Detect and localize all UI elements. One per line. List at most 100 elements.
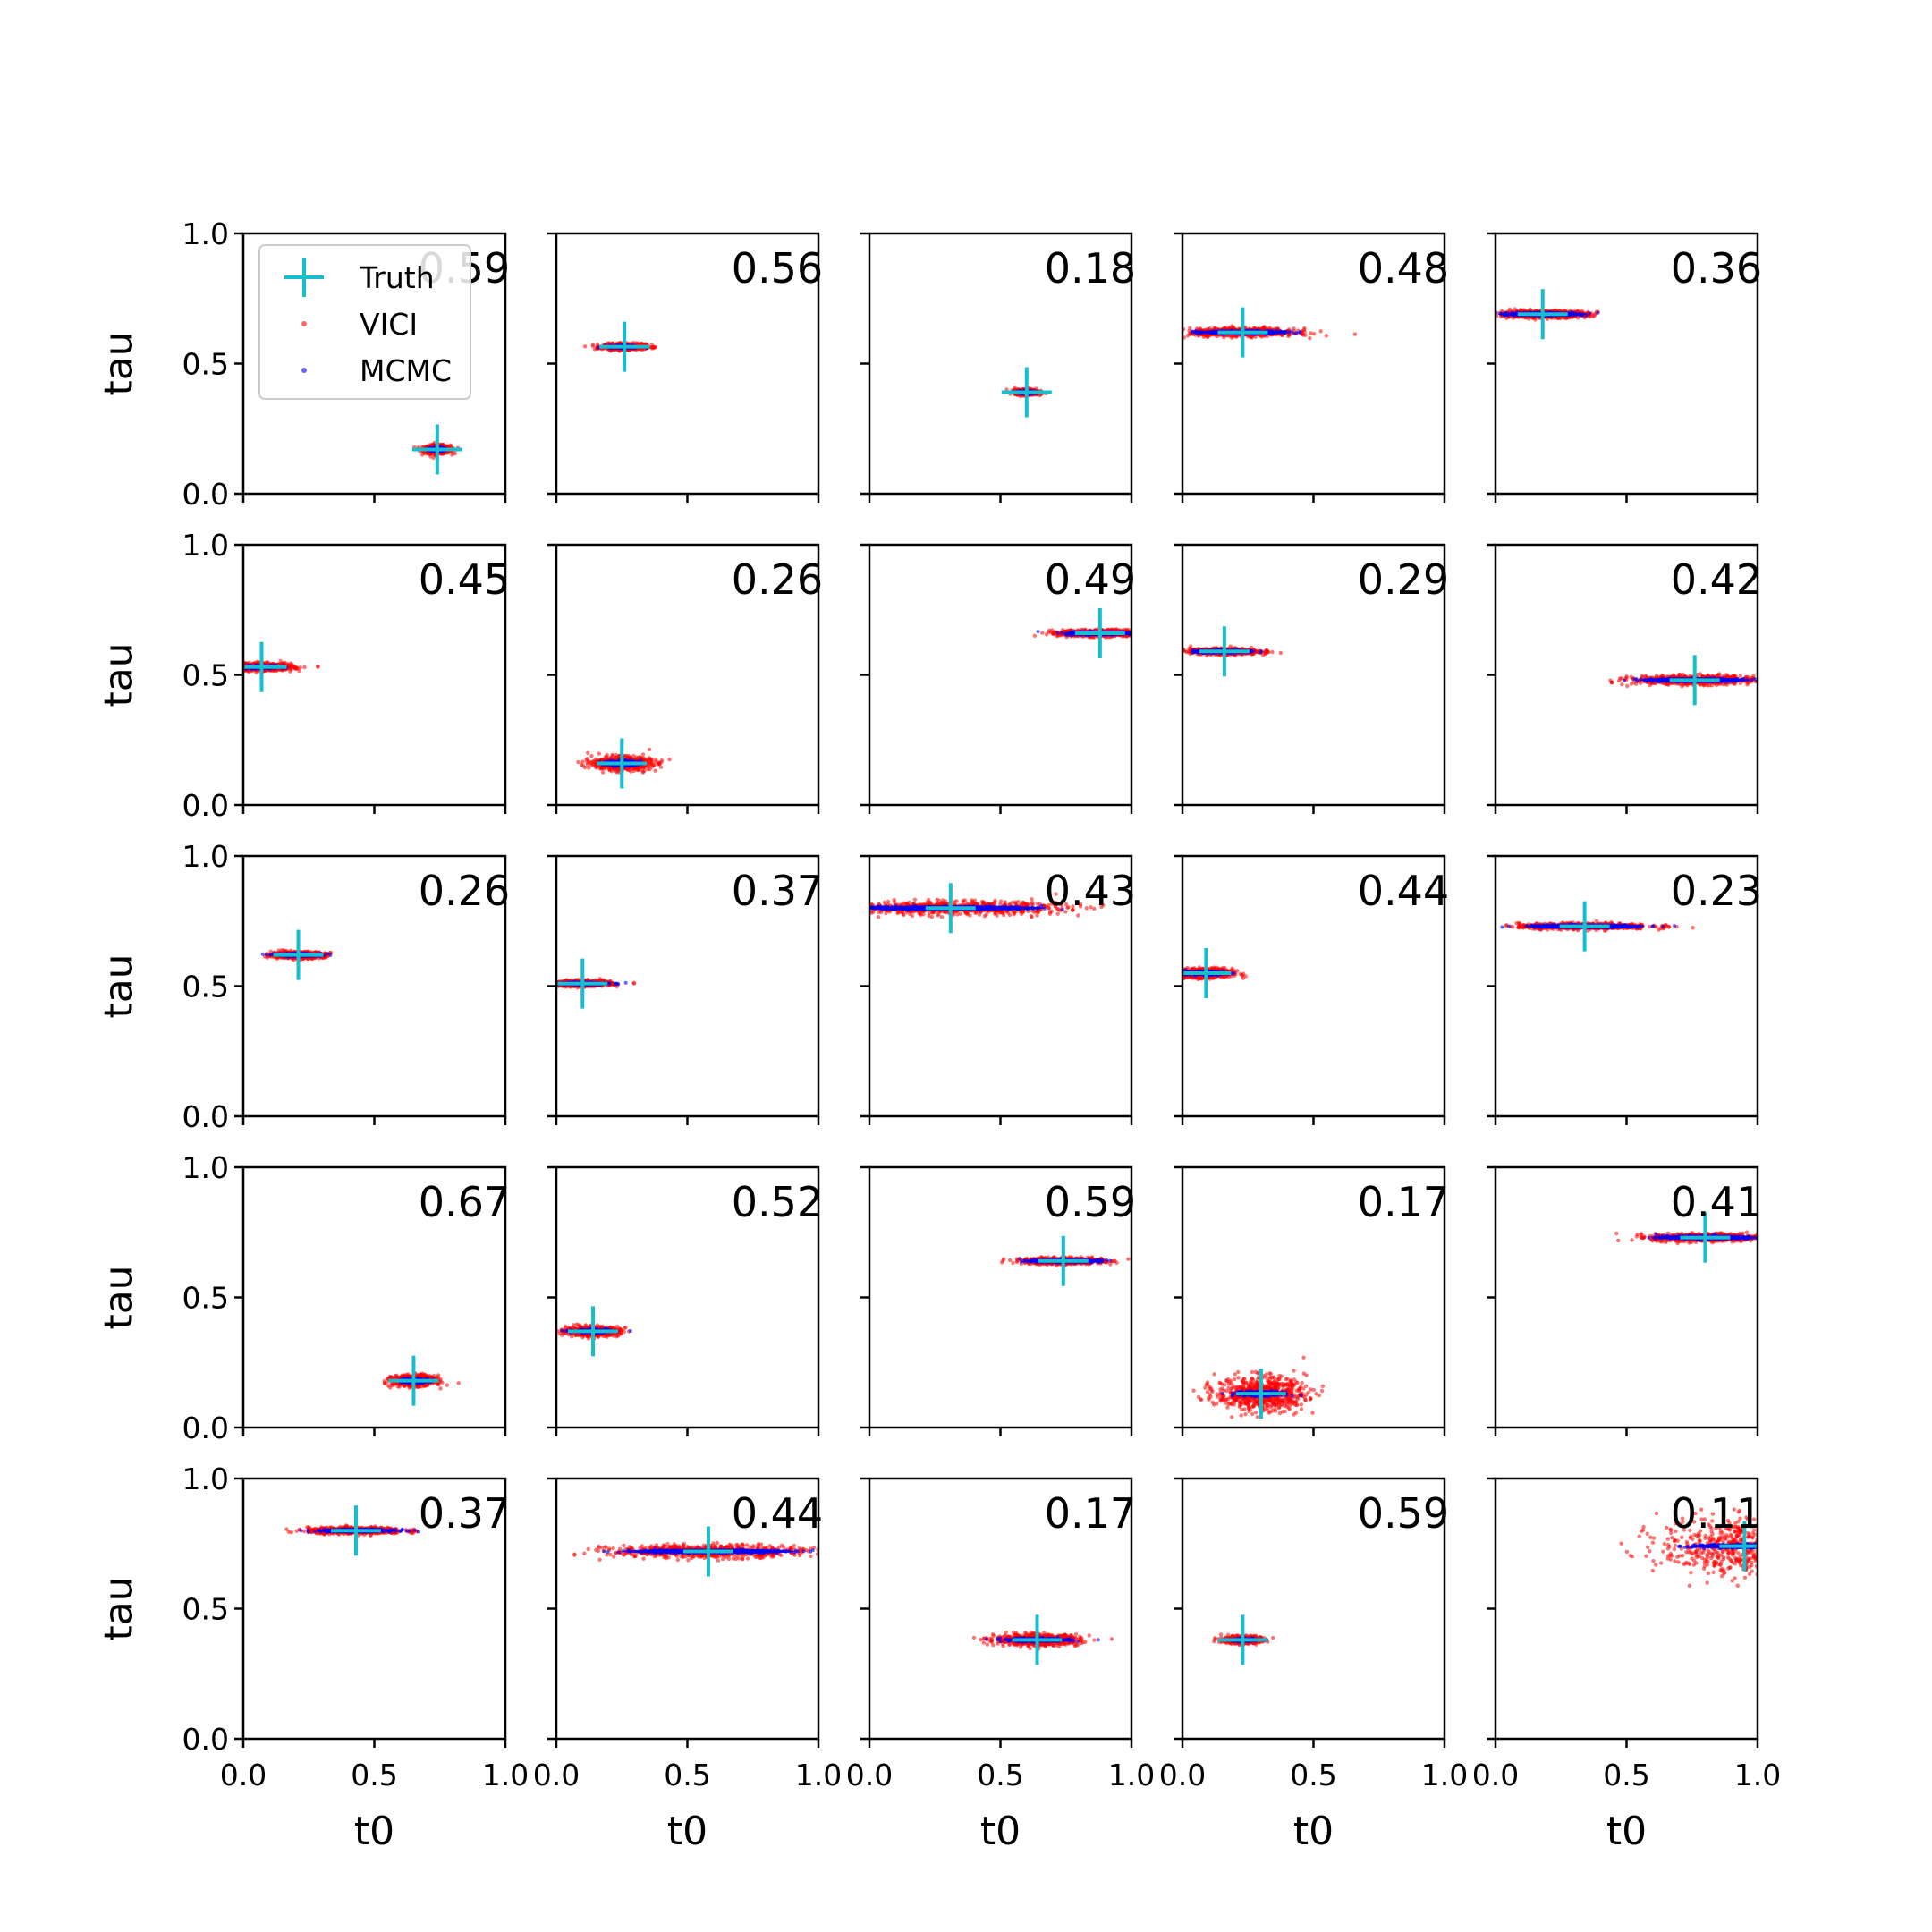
vici-point — [232, 664, 235, 667]
vici-point — [302, 665, 307, 670]
vici-point — [1309, 331, 1313, 335]
mcmc-point — [1575, 312, 1580, 317]
vici-point — [1558, 316, 1563, 320]
mcmc-point — [1200, 329, 1204, 334]
vici-point — [1318, 329, 1323, 334]
vici-point — [1487, 311, 1490, 315]
vici-point — [1504, 316, 1509, 320]
vici-point — [236, 666, 240, 670]
mcmc-point — [1194, 331, 1199, 335]
y-tick-label: 1.0 — [182, 216, 229, 251]
panels-layer: 0.590.00.51.0tau0.560.180.480.360.450.00… — [96, 216, 1781, 1854]
vici-point — [1484, 313, 1487, 317]
vici-point — [1187, 328, 1191, 333]
mcmc-point — [1510, 312, 1514, 317]
vici-point — [643, 342, 648, 346]
vici-point — [278, 658, 283, 664]
panel-points — [1167, 307, 1358, 358]
vici-point — [1178, 335, 1182, 338]
vici-point — [236, 665, 240, 669]
vici-point — [1168, 332, 1172, 335]
vici-point — [1212, 326, 1217, 331]
vici-point — [238, 663, 242, 666]
mcmc-point — [597, 345, 600, 350]
mcmc-point — [1294, 331, 1299, 335]
vici-point — [235, 665, 239, 669]
mcmc-point — [1499, 312, 1504, 316]
panel-points — [230, 641, 320, 692]
vici-point — [1167, 331, 1171, 335]
vici-point — [236, 666, 240, 670]
vici-point — [1177, 329, 1181, 333]
vici-point — [234, 665, 238, 669]
mcmc-point — [1579, 313, 1583, 318]
vici-point — [236, 665, 240, 668]
mcmc-point — [1210, 331, 1215, 335]
mcmc-point — [1488, 314, 1492, 318]
mcmc-point — [1572, 312, 1576, 317]
panel-points — [1001, 367, 1052, 418]
vici-point — [595, 342, 600, 347]
mcmc-point — [1584, 313, 1589, 318]
vici-point — [235, 665, 239, 669]
vici-point — [1176, 329, 1180, 333]
vici-point — [1004, 387, 1009, 392]
vici-point — [231, 664, 234, 667]
panel-points — [582, 321, 658, 372]
panel-annotation: 0.18 — [1045, 244, 1136, 292]
vici-point — [237, 666, 241, 670]
vici-point — [1308, 336, 1312, 341]
y-axis-label: tau — [96, 331, 141, 395]
mcmc-point — [1278, 329, 1283, 334]
vici-point — [238, 663, 242, 666]
mcmc-point — [1267, 330, 1272, 335]
vici-point — [235, 662, 239, 665]
vici-point — [582, 344, 588, 349]
vici-point — [233, 668, 237, 672]
mcmc-point — [1197, 329, 1201, 334]
vici-point — [1533, 318, 1538, 322]
vici-point — [239, 665, 242, 669]
vici-point — [1169, 333, 1173, 336]
vici-point — [1324, 334, 1329, 338]
vici-point — [1489, 314, 1493, 318]
y-tick-label: 0.5 — [182, 347, 229, 382]
vici-point — [230, 665, 233, 668]
vici-point — [448, 443, 453, 447]
panel-2: 0.56 — [547, 232, 823, 503]
panel-points — [1484, 289, 1600, 340]
mcmc-point — [1275, 328, 1279, 333]
vici-point — [1226, 334, 1232, 338]
mcmc-point — [1484, 313, 1487, 317]
vici-point — [1312, 332, 1317, 336]
mcmc-point — [1271, 330, 1275, 335]
mcmc-point — [1190, 330, 1194, 335]
y-tick-label: 0.0 — [182, 477, 229, 512]
panel-annotation: 0.56 — [732, 244, 823, 292]
mcmc-point — [1596, 310, 1600, 315]
mcmc-point — [1286, 330, 1291, 335]
panel-5: 0.36 — [1484, 232, 1762, 503]
vici-point — [1576, 309, 1580, 314]
panel-annotation: 0.36 — [1671, 244, 1762, 292]
vici-point — [231, 664, 234, 667]
vici-point — [239, 665, 242, 668]
vici-point — [234, 665, 238, 669]
vici-point — [590, 343, 596, 347]
panel-points — [411, 424, 462, 475]
mcmc-point — [1568, 311, 1572, 316]
panel-4: 0.48 — [1167, 232, 1449, 503]
mcmc-point — [1588, 311, 1592, 316]
vici-point — [237, 666, 241, 670]
mcmc-point — [1292, 331, 1296, 335]
vici-point — [1303, 333, 1308, 337]
vici-point — [233, 666, 237, 670]
vici-point — [1185, 334, 1191, 338]
mcmc-point — [1502, 312, 1506, 317]
vici-point — [238, 665, 242, 669]
mcmc-point — [1204, 331, 1208, 335]
vici-point — [1352, 332, 1358, 336]
vici-point — [1528, 307, 1532, 312]
